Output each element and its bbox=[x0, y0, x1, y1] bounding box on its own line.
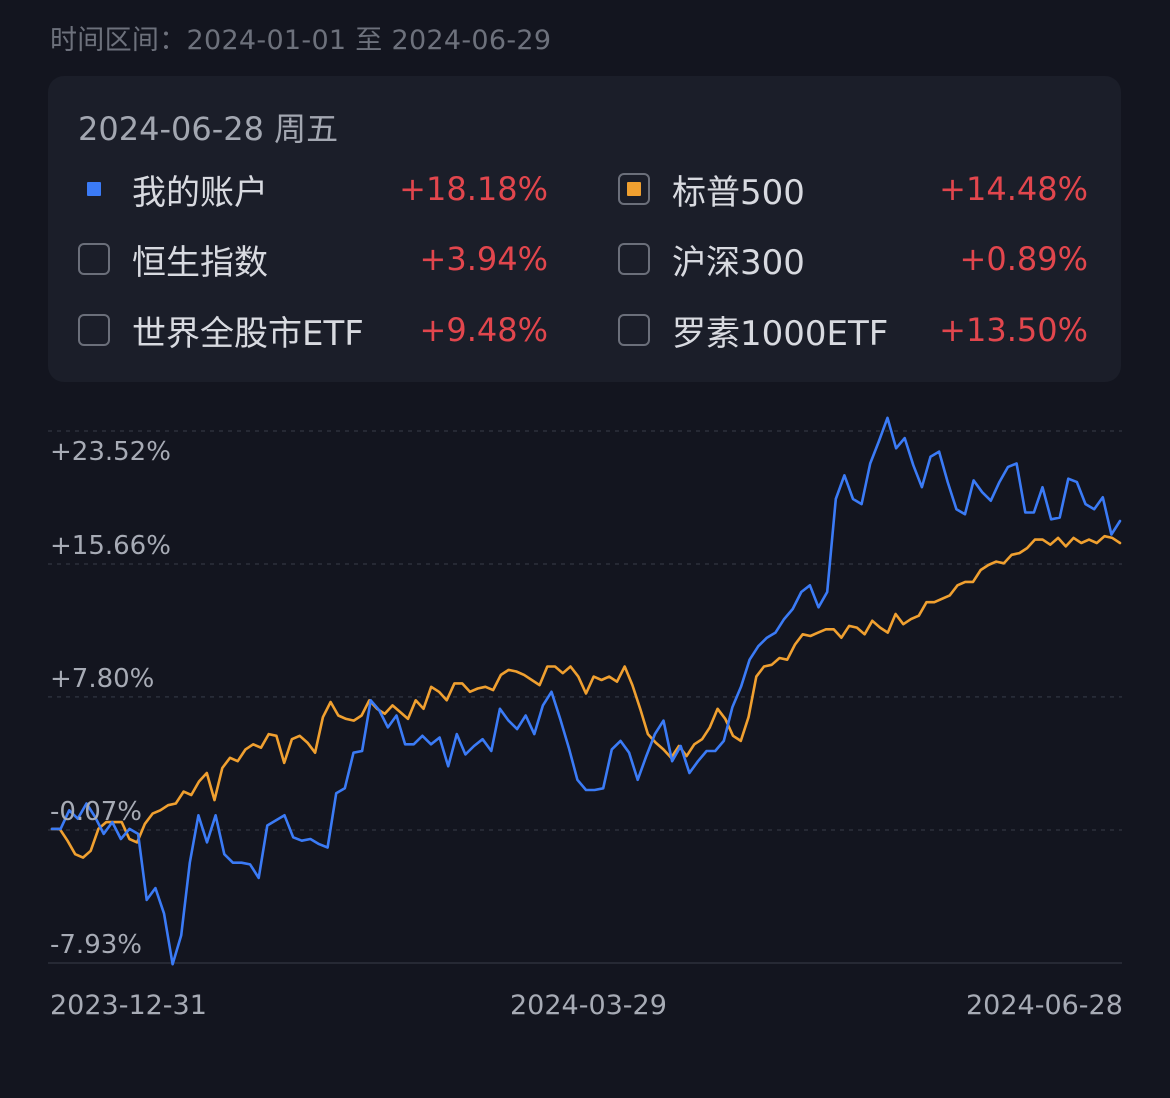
checkbox-icon[interactable] bbox=[618, 173, 650, 205]
time-range-label: 时间区间：2024-01-01 至 2024-06-29 bbox=[50, 25, 552, 56]
legend-item-sp500[interactable]: 标普500 +14.48% bbox=[618, 165, 1088, 213]
checkbox-icon[interactable] bbox=[78, 314, 110, 346]
legend-item-my-account[interactable]: 我的账户 +18.18% bbox=[78, 165, 548, 213]
checkbox-icon[interactable] bbox=[78, 173, 110, 205]
legend-label: 世界全股市ETF bbox=[132, 313, 364, 354]
legend-label: 恒生指数 bbox=[132, 242, 268, 283]
legend-value: +13.50% bbox=[939, 311, 1088, 349]
legend-item-csi300[interactable]: 沪深300 +0.89% bbox=[618, 235, 1088, 283]
series-line-sp500 bbox=[50, 534, 1122, 859]
legend-label: 我的账户 bbox=[132, 172, 268, 213]
series-line-my-account bbox=[50, 416, 1122, 966]
x-tick-label: 2023-12-31 bbox=[50, 990, 207, 1021]
legend-label: 罗素1000ETF bbox=[672, 313, 889, 354]
series-color-swatch bbox=[627, 182, 641, 196]
legend-panel: 2024-06-28 周五 我的账户 +18.18% 标普500 +14.48%… bbox=[48, 76, 1121, 382]
checkbox-icon[interactable] bbox=[618, 314, 650, 346]
y-tick-label: -0.07% bbox=[50, 797, 142, 827]
legend-date: 2024-06-28 周五 bbox=[78, 110, 339, 148]
legend-label: 沪深300 bbox=[672, 242, 805, 283]
legend-value: +0.89% bbox=[959, 240, 1088, 278]
legend-value: +3.94% bbox=[419, 240, 548, 278]
legend-item-russell1000[interactable]: 罗素1000ETF +13.50% bbox=[618, 306, 1088, 354]
checkbox-icon[interactable] bbox=[78, 243, 110, 275]
y-tick-label: +15.66% bbox=[50, 531, 171, 561]
legend-item-hang-seng[interactable]: 恒生指数 +3.94% bbox=[78, 235, 548, 283]
legend-value: +14.48% bbox=[939, 170, 1088, 208]
y-tick-label: +23.52% bbox=[50, 437, 171, 467]
grid-lines bbox=[48, 430, 1122, 964]
series-lines bbox=[50, 416, 1122, 966]
y-tick-label: -7.93% bbox=[50, 930, 142, 960]
series-color-swatch bbox=[87, 182, 101, 196]
legend-value: +18.18% bbox=[399, 170, 548, 208]
legend-label: 标普500 bbox=[672, 172, 805, 213]
x-tick-label: 2024-03-29 bbox=[510, 990, 667, 1021]
x-tick-label: 2024-06-28 bbox=[966, 990, 1123, 1021]
checkbox-icon[interactable] bbox=[618, 243, 650, 275]
y-tick-label: +7.80% bbox=[50, 664, 155, 694]
legend-item-world-etf[interactable]: 世界全股市ETF +9.48% bbox=[78, 306, 548, 354]
legend-value: +9.48% bbox=[419, 311, 548, 349]
